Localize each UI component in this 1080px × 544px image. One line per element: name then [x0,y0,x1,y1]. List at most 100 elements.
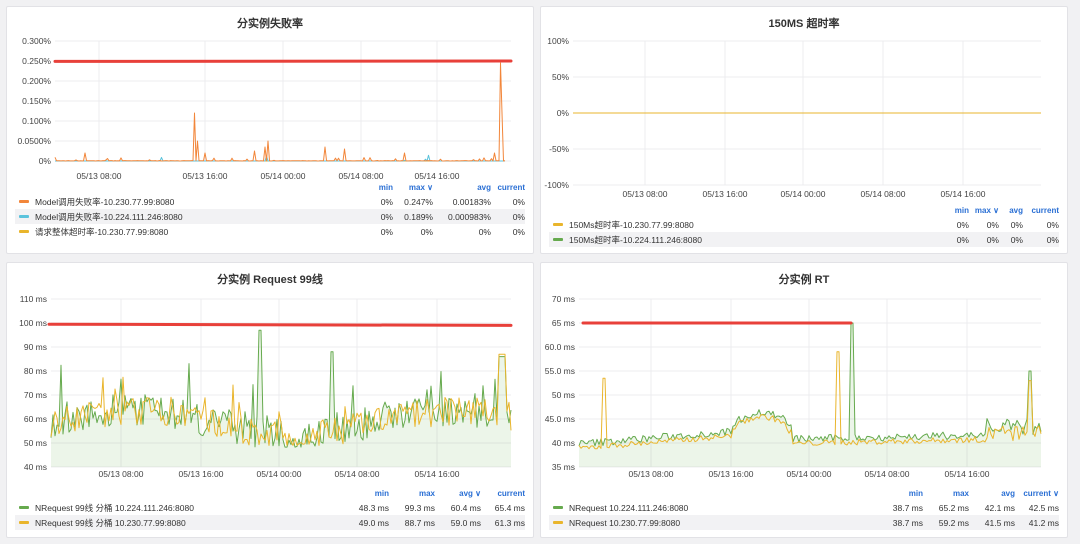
legend-failure-rate: min max ∨ avg current Model调用失败率-10.230.77.9… [15,181,525,239]
legend-value-min: 49.0 ms [358,517,389,528]
y-tick-label: 35 ms [552,462,575,472]
chart-timeout-rate: 100% 50% 0% -50% -100% 05/13 08:00 05/13 16:00… [544,36,1041,199]
legend-col-avg[interactable]: avg [477,183,491,192]
x-tick-label: 05/14 00:00 [781,189,826,199]
x-axis: 05/13 08:00 05/13 16:00 05/14 00:00 05/14 0… [629,299,990,479]
x-tick-label: 05/14 16:00 [941,189,986,199]
panel-title[interactable]: 分实例 Request 99线 [217,274,323,286]
legend-value-avg: 0.000983% [447,211,491,222]
y-tick-label: 0.0500% [17,136,51,146]
chart-rt: 70 ms 65 ms 60.0 ms 55.0 ms 50 ms 45.0 ms 40 m… [545,294,1042,479]
legend-value-current: 0% [512,211,525,222]
y-tick-label: 70 ms [552,294,575,304]
legend-col-max[interactable]: max [952,489,969,498]
legend-row[interactable]: NRequest 10.224.111.246:8080 38.7 ms 65.2 … [549,500,1059,515]
legend-value-max: 0% [420,226,433,237]
legend-series-name: Model调用失败率-10.224.111.246:8080 [35,211,183,222]
legend-series-name: 150Ms超时率-10.230.77.99:8080 [569,219,694,230]
legend-col-current[interactable]: current [1031,206,1059,215]
legend-value-max: 65.2 ms [938,502,969,513]
legend-row[interactable]: NRequest 99线 分桶 10.224.111.246:8080 48.3 … [15,500,525,515]
legend-col-min[interactable]: min [908,489,923,498]
legend-value-max: 59.2 ms [938,517,969,528]
x-tick-label: 05/13 16:00 [709,469,754,479]
legend-value-min: 0% [956,219,969,230]
y-tick-label: -50% [549,144,569,154]
legend-col-max[interactable]: max ∨ [974,206,999,215]
legend-value-current: 61.3 ms [494,517,525,528]
x-tick-label: 05/14 08:00 [335,469,380,479]
legend-value-avg: 0% [1010,234,1023,245]
legend-row[interactable]: NRequest 10.230.77.99:8080 38.7 ms 59.2 ms… [549,515,1059,530]
legend-value-min: 38.7 ms [892,502,923,513]
x-tick-label: 05/14 00:00 [257,469,302,479]
y-tick-label: 0.150% [22,96,51,106]
y-tick-label: 70 ms [24,390,47,400]
legend-series-name: NRequest 10.224.111.246:8080 [569,502,689,513]
y-tick-label: 100% [547,36,569,46]
legend-row[interactable]: NRequest 99线 分桶 10.230.77.99:8080 49.0 ms… [15,515,525,530]
legend-value-current: 0% [1046,234,1059,245]
x-tick-label: 05/14 08:00 [865,469,910,479]
panel-title[interactable]: 分实例 RT [778,274,830,286]
y-tick-label: 0.200% [22,76,51,86]
legend-swatch [19,230,29,233]
legend-row[interactable]: Model调用失败率-10.224.111.246:8080 0% 0.189% 0.… [15,209,525,224]
legend-series-name: 150Ms超时率-10.224.111.246:8080 [569,234,702,245]
y-axis: 110 ms 100 ms 90 ms 80 ms 70 ms 60 ms 50 ms 40 … [19,294,511,472]
y-tick-label: 60 ms [24,414,47,424]
legend-value-current: 42.5 ms [1028,502,1059,513]
x-tick-label: 05/14 00:00 [787,469,832,479]
y-tick-label: 100 ms [19,318,47,328]
series-green-line[interactable] [578,322,1042,447]
legend-row[interactable]: Model调用失败率-10.230.77.99:8080 0% 0.247% 0.00… [15,194,525,209]
legend-col-current[interactable]: current [497,489,525,498]
legend-col-max[interactable]: max ∨ [408,183,433,192]
x-tick-label: 05/13 16:00 [183,171,228,181]
series-yellow-line[interactable] [578,351,1042,450]
legend-value-min: 0% [380,211,393,222]
legend-col-avg[interactable]: avg [1009,206,1023,215]
panel-title[interactable]: 分实例失败率 [237,18,303,30]
series-orange-line[interactable] [54,62,506,162]
legend-header: min max avg current ∨ [549,487,1059,500]
legend-col-min[interactable]: min [374,489,389,498]
y-tick-label: 0.250% [22,56,51,66]
panel-request-p99: 分实例 Request 99线 110 ms 100 ms 90 ms 80 ms 70… [6,262,534,538]
legend-col-min[interactable]: min [954,206,969,215]
legend-header: min max ∨ avg current [15,181,525,194]
legend-series-name: NRequest 99线 分桶 10.230.77.99:8080 [35,517,186,528]
series-green-line-area [51,330,511,467]
legend-request-p99: min max avg ∨ current NRequest 99线 分桶 10.224… [15,487,525,530]
y-tick-label: 50 ms [552,390,575,400]
legend-col-min[interactable]: min [378,183,393,192]
x-tick-label: 05/14 00:00 [261,171,306,181]
panel-title[interactable]: 150MS 超时率 [768,18,840,30]
x-axis: 05/13 08:00 05/13 16:00 05/14 00:00 05/14 0… [623,41,986,199]
legend-col-current[interactable]: current [497,183,525,192]
chart-failure-rate: 0.300% 0.250% 0.200% 0.150% 0.100% 0.0500% 0% 0… [17,36,513,181]
legend-value-min: 48.3 ms [358,502,389,513]
x-tick-label: 05/13 16:00 [179,469,224,479]
legend-row[interactable]: 150Ms超时率-10.230.77.99:8080 0% 0% 0% 0% [549,217,1059,232]
y-tick-label: 90 ms [24,342,47,352]
legend-value-current: 41.2 ms [1028,517,1059,528]
legend-col-avg[interactable]: avg ∨ [459,489,481,498]
legend-col-max[interactable]: max [418,489,435,498]
legend-row[interactable]: 请求整体超时率-10.230.77.99:8080 0% 0% 0% 0% [15,224,525,239]
legend-row[interactable]: 150Ms超时率-10.224.111.246:8080 0% 0% 0% 0% [549,232,1059,247]
panel-rt: 分实例 RT 70 ms 65 ms 60.0 ms 55.0 ms 50 ms 45.0… [540,262,1068,538]
legend-col-current[interactable]: current ∨ [1023,489,1059,498]
legend-swatch [553,506,563,509]
y-tick-label: 40 ms [552,438,575,448]
legend-value-max: 0% [986,219,999,230]
legend-value-max: 0% [986,234,999,245]
legend-col-avg[interactable]: avg [1001,489,1015,498]
legend-header: min max ∨ avg current [549,204,1059,217]
legend-value-current: 0% [1046,219,1059,230]
y-tick-label: 45.0 ms [545,414,575,424]
series-yellow-line[interactable] [50,353,512,446]
legend-rt: min max avg current ∨ NRequest 10.224.111.24… [549,487,1059,530]
y-tick-label: 110 ms [20,294,47,304]
legend-series-name: NRequest 10.230.77.99:8080 [569,517,681,528]
